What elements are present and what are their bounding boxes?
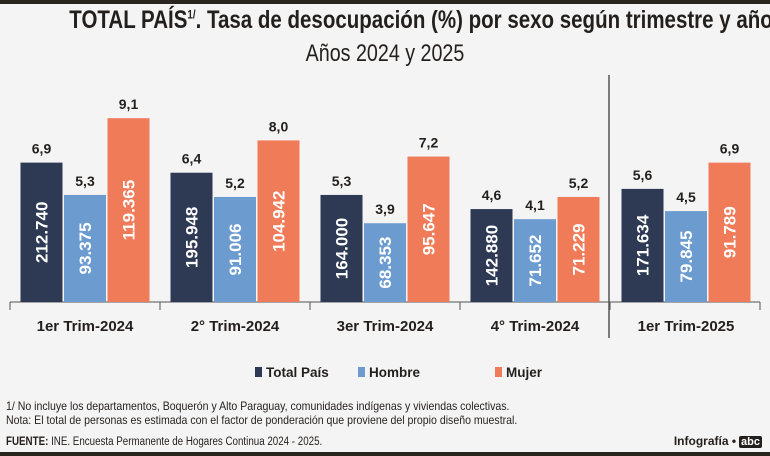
data-label: 4,5 [676,189,696,205]
chart-subtitle: Años 2024 y 2025 [305,40,465,67]
bar-inner-label: 68.353 [376,237,395,289]
legend-swatch [255,367,262,377]
bar [320,194,363,302]
legend-label: Hombre [369,365,420,380]
bar-inner-label: 195.948 [183,207,202,268]
data-label: 6,9 [720,141,740,157]
bar-inner-label: 212.740 [33,202,52,263]
top-rule [0,0,770,4]
data-label: 5,3 [332,173,352,189]
chart-title: TOTAL PAÍS1/. Tasa de desocupación (%) p… [69,6,770,34]
bar-inner-label: 142.880 [483,225,502,286]
bar [557,196,600,302]
data-label: 4,6 [482,187,502,203]
bar [107,118,150,303]
source: FUENTE: INE. Encuesta Permanente de Hoga… [6,436,323,448]
data-label: 5,6 [633,167,653,183]
bar-inner-label: 95.647 [420,203,439,255]
category-label: 3er Trim-2024 [337,318,434,335]
bar [257,140,300,302]
bar [470,209,513,302]
data-label: 9,1 [119,96,139,112]
credit: Infografía • abc [673,434,762,448]
bar-inner-label: 171.634 [634,214,653,276]
bar [364,223,406,302]
legend-swatch [495,367,502,377]
bar [708,162,751,302]
bar [64,194,106,302]
bar-inner-label: 91.006 [226,223,245,275]
bar-chart: 6,9 212.740 5,3 93.375 9,1 119.365 1er Trim-20… [9,75,761,380]
bar-inner-label: 71.652 [526,235,545,287]
data-label: 6,9 [32,141,52,157]
bar-inner-label: 164.000 [333,218,352,279]
footnote-2: Nota: El total de personas es estimada c… [6,413,518,427]
data-label: 5,2 [569,175,589,191]
legend-label: Mujer [506,365,543,380]
bar [214,196,256,302]
data-label: 7,2 [419,135,439,151]
category-label: 1er Trim-2024 [37,318,134,335]
bar [514,219,556,302]
bar-inner-label: 91.789 [721,206,740,258]
bar-inner-label: 119.365 [120,180,139,241]
category-label: 1er Trim-2025 [638,318,735,335]
data-label: 3,9 [375,201,395,217]
legend-swatch [358,367,365,377]
legend-label: Total País [266,365,329,380]
data-label: 8,0 [269,118,289,134]
bottom-rule [0,452,770,456]
bar [170,172,213,302]
data-label: 5,3 [75,173,95,189]
category-label: 4° Trim-2024 [491,318,580,335]
bar-inner-label: 79.845 [677,231,696,283]
data-label: 6,4 [182,151,202,167]
bar [665,211,707,302]
bar-inner-label: 71.229 [570,223,589,275]
bar-inner-label: 104.942 [270,190,289,251]
data-label: 4,1 [525,197,545,213]
category-label: 2° Trim-2024 [191,318,280,335]
bar [20,162,63,302]
bar [621,188,664,302]
abc-logo: abc [739,436,762,448]
bar-inner-label: 93.375 [76,222,95,274]
bar [407,156,450,302]
footnote-1: 1/ No incluye los departamentos, Boqueró… [6,399,510,413]
data-label: 5,2 [225,175,245,191]
